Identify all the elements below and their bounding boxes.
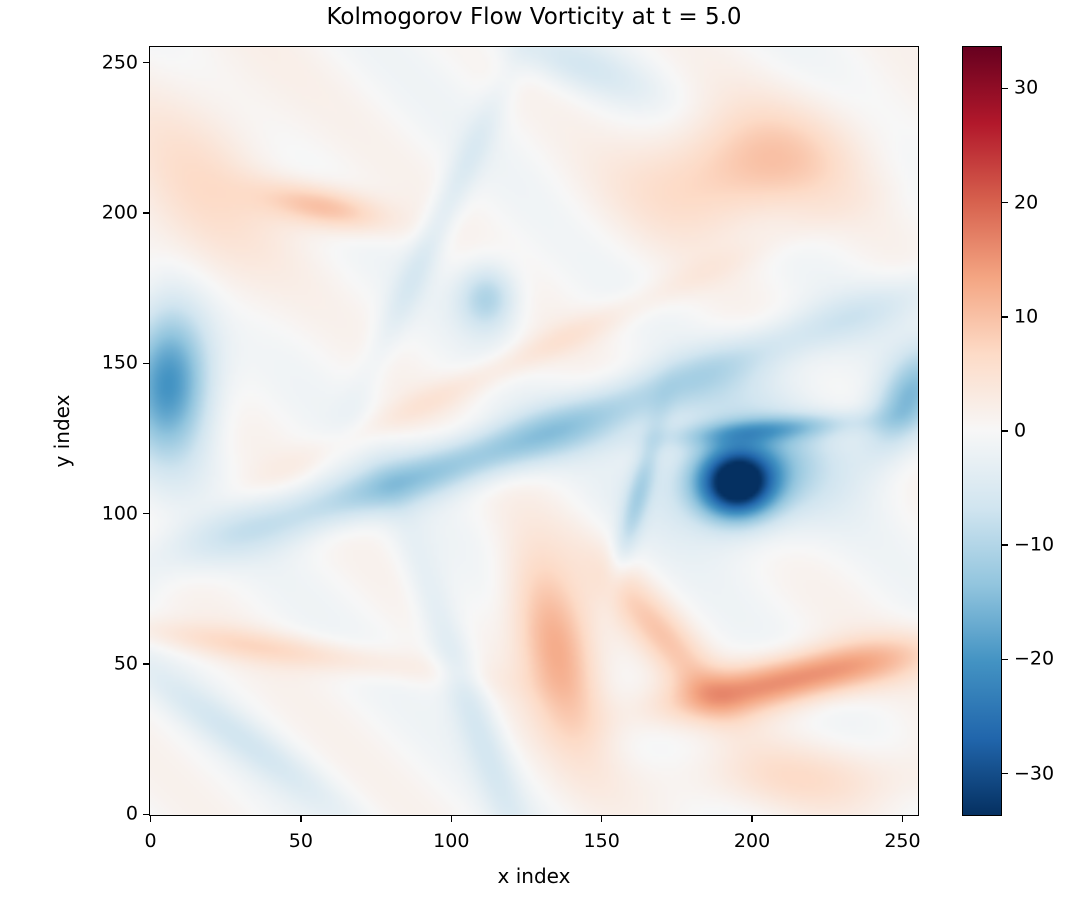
x-tick-mark — [300, 816, 302, 822]
x-tick-label: 200 — [733, 830, 771, 852]
y-tick-label: 100 — [101, 502, 138, 525]
colorbar-tick-mark — [1002, 544, 1008, 546]
y-tick-label: 50 — [113, 652, 138, 675]
y-tick-mark — [143, 813, 149, 816]
heatmap-image — [150, 47, 918, 815]
colorbar-tick-label: 0 — [1014, 419, 1027, 442]
colorbar-tick-mark — [1002, 772, 1008, 775]
x-axis-label: x index — [497, 864, 571, 888]
colorbar-tick-label: 20 — [1014, 191, 1039, 214]
colorbar-tick-label: 10 — [1014, 305, 1039, 328]
colorbar-tick-mark — [1002, 430, 1008, 432]
colorbar-tick-label: −20 — [1014, 648, 1055, 671]
y-tick-mark — [143, 61, 149, 64]
colorbar-tick-label: 30 — [1014, 76, 1039, 99]
x-tick-mark — [751, 816, 753, 822]
x-tick-mark — [149, 816, 152, 822]
x-tick-label: 250 — [884, 830, 921, 852]
colorbar-tick-mark — [1002, 87, 1008, 90]
x-tick-label: 150 — [583, 830, 620, 852]
colorbar — [962, 46, 1002, 816]
heatmap-plot-area — [149, 46, 919, 816]
y-tick-label: 250 — [101, 51, 138, 74]
y-axis-label: y index — [50, 394, 74, 468]
y-tick-label: 150 — [101, 351, 138, 374]
x-tick-mark — [450, 816, 453, 822]
x-tick-mark — [600, 816, 603, 822]
y-tick-mark — [143, 512, 149, 515]
colorbar-tick-mark — [1002, 201, 1008, 204]
colorbar-tick-mark — [1002, 316, 1008, 318]
y-tick-mark — [143, 663, 149, 665]
colorbar-tick-label: −30 — [1014, 762, 1055, 785]
y-tick-mark — [143, 212, 149, 214]
x-tick-label: 50 — [288, 830, 313, 852]
colorbar-tick-mark — [1002, 658, 1008, 661]
colorbar-tick-label: −10 — [1014, 533, 1055, 556]
y-tick-label: 200 — [101, 201, 138, 224]
y-tick-label: 0 — [125, 803, 138, 826]
x-tick-mark — [901, 816, 904, 822]
x-tick-label: 100 — [433, 830, 470, 852]
x-tick-label: 0 — [144, 830, 157, 852]
chart-title: Kolmogorov Flow Vorticity at t = 5.0 — [326, 4, 742, 30]
y-tick-mark — [143, 362, 149, 365]
